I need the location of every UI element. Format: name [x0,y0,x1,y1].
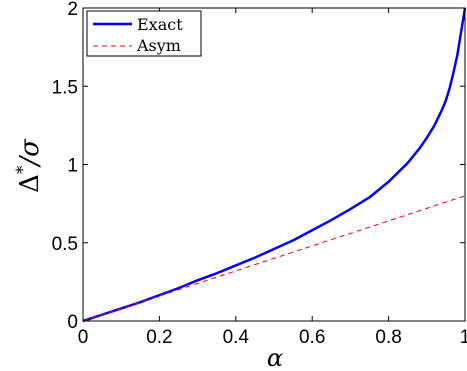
y-tick-label: 0 [67,312,78,333]
y-axis-label-tail: /σ [15,138,45,169]
legend-label-exact: Exact [137,15,183,34]
axis-ticks [82,7,466,322]
y-axis-label: Δ*/σ [13,138,45,193]
y-tick-label: 1.5 [52,77,78,98]
series-line-asym [82,195,466,322]
x-tick-label: 1 [460,327,467,348]
y-axis-label-sup: * [13,165,33,174]
legend-box [86,10,202,57]
y-tick-label: 2 [67,0,78,20]
y-axis-label-main: Δ [15,174,45,193]
series-line-exact [82,7,467,323]
y-tick-labels: 0 0.5 1 1.5 2 [52,0,78,333]
x-tick-label: 0.8 [375,327,401,348]
x-tick-label: 0.6 [299,327,325,348]
plot-lines [82,7,467,323]
legend-label-asym: Asym [136,36,181,55]
legend: Exact Asym [86,10,202,57]
x-axis-label: α [267,344,283,371]
x-tick-label: 0.4 [223,327,250,348]
x-tick-labels: 0 0.2 0.4 0.6 0.8 1 [78,327,467,348]
y-tick-label: 1 [67,156,78,177]
x-tick-label: 0 [78,327,89,348]
y-tick-label: 0.5 [52,234,78,255]
x-tick-label: 0.2 [146,327,172,348]
